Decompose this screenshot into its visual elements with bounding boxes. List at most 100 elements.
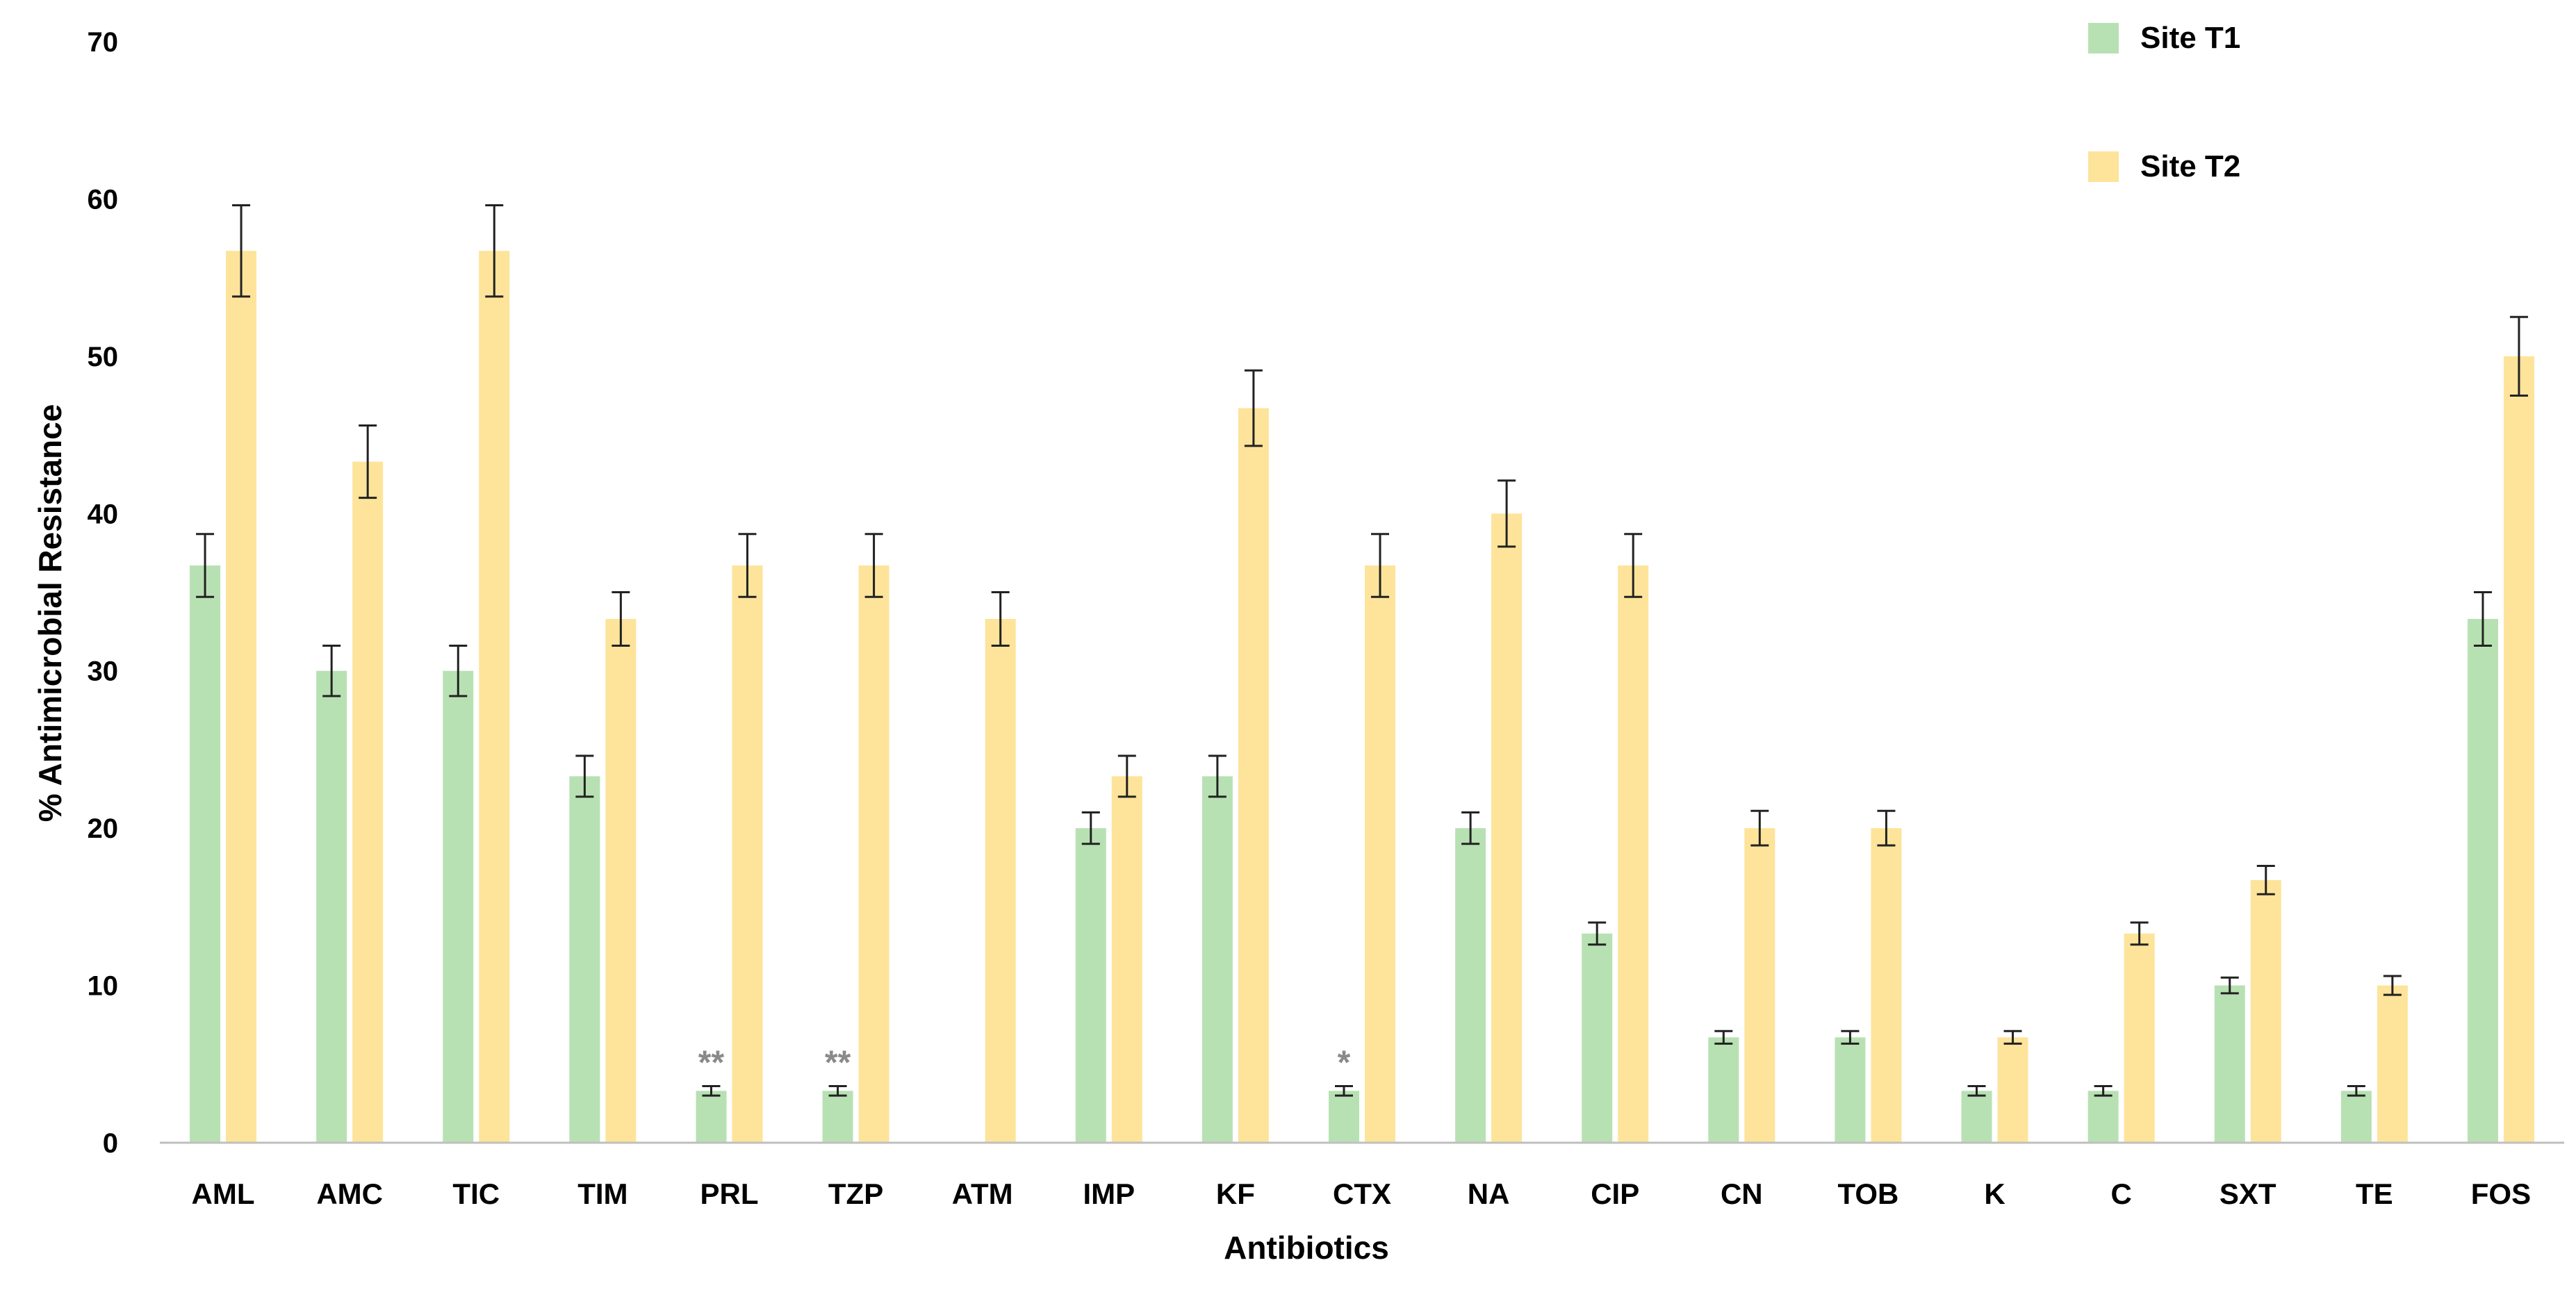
error-bar-t1-amc [322, 644, 341, 697]
bar-t2-tic [479, 251, 510, 1143]
bar-t1-tzp [822, 1091, 853, 1143]
legend-swatch [2088, 23, 2119, 53]
legend-swatch [2088, 151, 2119, 182]
bar-t2-aml [226, 251, 257, 1143]
x-tick-label: KF [1216, 1177, 1255, 1210]
bar-t2-tob [1871, 828, 1902, 1143]
significance-marker: * [1338, 1044, 1351, 1081]
bar-t2-cn [1744, 828, 1775, 1143]
bar-t1-cn [1708, 1037, 1739, 1143]
legend-label: Site T2 [2140, 149, 2240, 183]
bar-t2-prl [732, 565, 763, 1143]
error-bar-t1-prl [702, 1084, 721, 1097]
error-bar-t2-cip [1624, 533, 1643, 598]
bar-t1-k [1961, 1091, 1992, 1143]
significance-marker: ** [698, 1044, 725, 1081]
x-tick-label: SXT [2220, 1177, 2276, 1210]
x-tick-label: AMC [316, 1177, 383, 1210]
bar-t1-imp [1075, 828, 1106, 1143]
bar-t2-k [1997, 1037, 2028, 1143]
error-bar-t1-tim [575, 754, 594, 798]
error-bar-t2-atm [991, 591, 1010, 647]
x-tick-label: IMP [1083, 1177, 1135, 1210]
x-tick-label: C [2110, 1177, 2131, 1210]
bar-t2-kf [1238, 408, 1269, 1143]
error-bar-t2-ctx [1371, 533, 1389, 598]
x-tick-label: TE [2356, 1177, 2393, 1210]
x-tick-label: AML [192, 1177, 255, 1210]
bar-t1-c [2087, 1091, 2119, 1143]
legend-item-t2: Site T2 [2088, 149, 2240, 183]
error-bar-t2-kf [1244, 369, 1263, 447]
significance-annotations: ** ** * [698, 1044, 1351, 1081]
bar-t1-na [1455, 828, 1486, 1143]
error-bar-t1-na [1461, 811, 1480, 845]
x-tick-label: ATM [952, 1177, 1013, 1210]
y-tick-label: 40 [88, 499, 119, 529]
error-bar-t2-k [2003, 1029, 2022, 1045]
bar-t2-tzp [858, 565, 889, 1143]
error-bar-t1-cip [1588, 921, 1607, 946]
y-tick-label: 70 [88, 27, 119, 58]
error-bar-t2-sxt [2256, 864, 2275, 895]
error-bar-t1-tzp [828, 1084, 847, 1097]
bar-t2-sxt [2250, 879, 2281, 1143]
error-bar-t2-cn [1750, 809, 1769, 847]
x-tick-label: CIP [1591, 1177, 1639, 1210]
x-tick-label: FOS [2471, 1177, 2531, 1210]
bar-t2-tim [605, 618, 637, 1143]
bar-t2-imp [1111, 776, 1142, 1143]
x-tick-label: NA [1468, 1177, 1510, 1210]
bar-t1-ctx [1329, 1091, 1359, 1143]
error-bar-t1-k [1967, 1084, 1986, 1097]
y-tick-label: 60 [88, 184, 119, 215]
y-tick-label: 30 [88, 656, 119, 687]
x-tick-label: TOB [1837, 1177, 1898, 1210]
error-bar-t2-aml [232, 204, 251, 298]
x-tick-label: TIC [452, 1177, 500, 1210]
y-axis-title: % Antimicrobial Resistance [32, 404, 68, 822]
error-bar-t1-imp [1081, 811, 1100, 845]
bar-t1-aml [190, 565, 221, 1143]
error-bar-t1-tob [1841, 1029, 1860, 1045]
error-bar-t1-kf [1208, 754, 1227, 798]
significance-marker: ** [825, 1044, 851, 1081]
error-bar-t2-te [2383, 975, 2402, 996]
bar-t1-sxt [2214, 985, 2245, 1143]
y-tick-label: 50 [88, 342, 119, 372]
legend: Site T1 Site T2 [2088, 21, 2240, 183]
bar-t2-c [2124, 933, 2155, 1143]
error-bar-t2-tzp [864, 533, 883, 598]
legend-item-t1: Site T1 [2088, 21, 2240, 55]
bar-t1-prl [696, 1091, 727, 1143]
error-bar-t1-aml [196, 533, 215, 598]
x-tick-label: K [1984, 1177, 2005, 1210]
bar-t1-te [2340, 1091, 2372, 1143]
error-bar-t1-c [2094, 1084, 2113, 1097]
bar-t1-tic [443, 670, 474, 1143]
x-tick-label: TIM [577, 1177, 627, 1210]
bar-t1-cip [1582, 933, 1613, 1143]
y-tick-label: 10 [88, 971, 119, 1002]
error-bar-t2-fos [2509, 315, 2528, 397]
bars-group [190, 251, 2534, 1143]
x-tick-label: PRL [700, 1177, 758, 1210]
error-bar-t2-na [1498, 479, 1516, 548]
bar-t2-amc [352, 461, 384, 1143]
bar-t2-atm [985, 618, 1016, 1143]
error-bar-t2-tob [1877, 809, 1896, 847]
error-bar-t2-tic [485, 204, 504, 298]
error-bar-t1-ctx [1335, 1084, 1353, 1097]
error-bar-t2-imp [1117, 754, 1136, 798]
x-tick-label: CN [1721, 1177, 1763, 1210]
x-tick-label: CTX [1333, 1177, 1391, 1210]
bar-t1-tim [569, 776, 600, 1143]
bar-t1-tob [1835, 1037, 1866, 1143]
error-bar-t2-c [2130, 921, 2149, 946]
error-bars-group [196, 204, 2528, 1097]
bar-t2-ctx [1365, 565, 1395, 1143]
y-axis-ticks: 0 10 20 30 40 50 60 70 [88, 27, 119, 1159]
error-bar-t1-tic [449, 644, 468, 697]
bar-t1-fos [2467, 618, 2498, 1143]
